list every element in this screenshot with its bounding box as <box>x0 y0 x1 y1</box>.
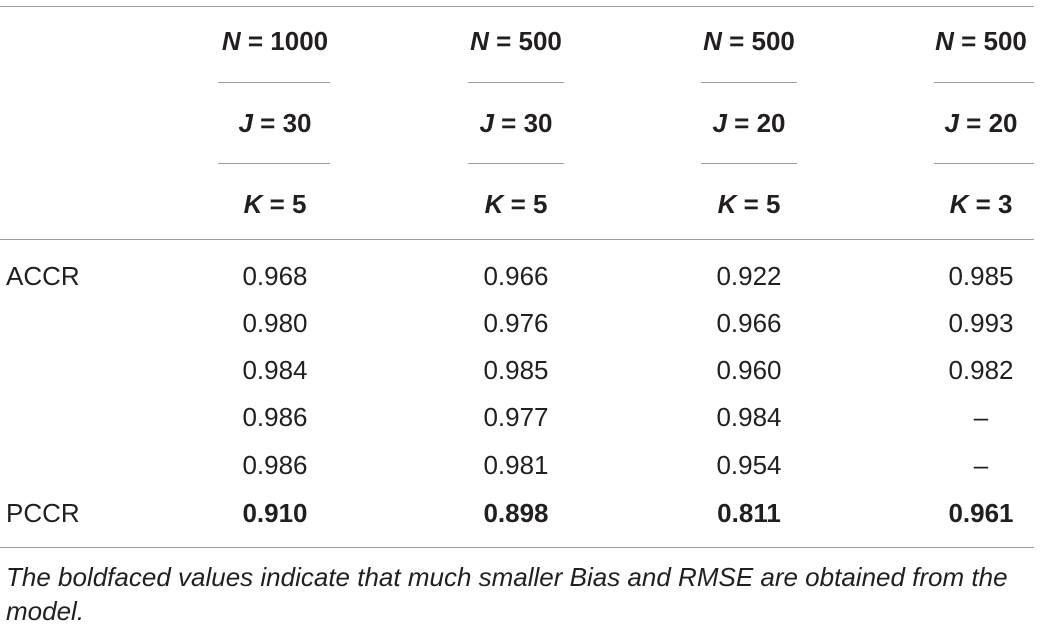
header-j-col2: J = 30 <box>479 108 553 138</box>
header-subrule <box>468 82 564 83</box>
table-cell: 0.985 <box>948 261 1014 291</box>
header-k-col2: K = 5 <box>484 189 548 219</box>
table-cell: 0.977 <box>483 402 549 432</box>
header-bottom-rule <box>0 239 1034 240</box>
table-cell: 0.922 <box>716 261 782 291</box>
table-cell: 0.966 <box>716 308 782 338</box>
table-cell: 0.910 <box>242 498 308 528</box>
table-cell: – <box>973 402 989 432</box>
table-cell: 0.981 <box>483 450 549 480</box>
table-cell: 0.986 <box>242 402 308 432</box>
table-cell: 0.984 <box>716 402 782 432</box>
row-label-accr: ACCR <box>6 261 80 291</box>
table-cell: 0.993 <box>948 308 1014 338</box>
table-cell: 0.968 <box>242 261 308 291</box>
table-cell: 0.961 <box>948 498 1014 528</box>
table-cell: 0.960 <box>716 355 782 385</box>
table-footnote: The boldfaced values indicate that much … <box>6 562 1008 626</box>
header-subrule <box>701 82 797 83</box>
header-j-col4: J = 20 <box>944 108 1018 138</box>
header-j-col1: J = 30 <box>238 108 312 138</box>
table-bottom-rule <box>0 547 1034 548</box>
header-subrule <box>934 82 1034 83</box>
header-n-col4: N = 500 <box>935 26 1027 56</box>
row-label-pccr: PCCR <box>6 498 80 528</box>
table-cell: 0.898 <box>483 498 549 528</box>
table-cell: 0.966 <box>483 261 549 291</box>
header-subrule <box>701 163 797 164</box>
header-k-col1: K = 5 <box>243 189 307 219</box>
table-cell: 0.980 <box>242 308 308 338</box>
table-cell: 0.986 <box>242 450 308 480</box>
table-cell: 0.982 <box>948 355 1014 385</box>
header-n-col2: N = 500 <box>470 26 562 56</box>
table-cell: – <box>973 450 989 480</box>
header-k-col4: K = 3 <box>949 189 1013 219</box>
header-subrule <box>468 163 564 164</box>
table-cell: 0.976 <box>483 308 549 338</box>
table-cell: 0.984 <box>242 355 308 385</box>
table-cell: 0.954 <box>716 450 782 480</box>
header-subrule <box>934 163 1034 164</box>
header-k-col3: K = 5 <box>717 189 781 219</box>
header-n-col3: N = 500 <box>703 26 795 56</box>
header-subrule <box>218 163 330 164</box>
header-j-col3: J = 20 <box>712 108 786 138</box>
table-cell: 0.811 <box>717 498 781 528</box>
table-cell: 0.985 <box>483 355 549 385</box>
header-n-col1: N = 1000 <box>221 26 329 56</box>
top-rule <box>0 6 1034 7</box>
header-subrule <box>218 82 330 83</box>
